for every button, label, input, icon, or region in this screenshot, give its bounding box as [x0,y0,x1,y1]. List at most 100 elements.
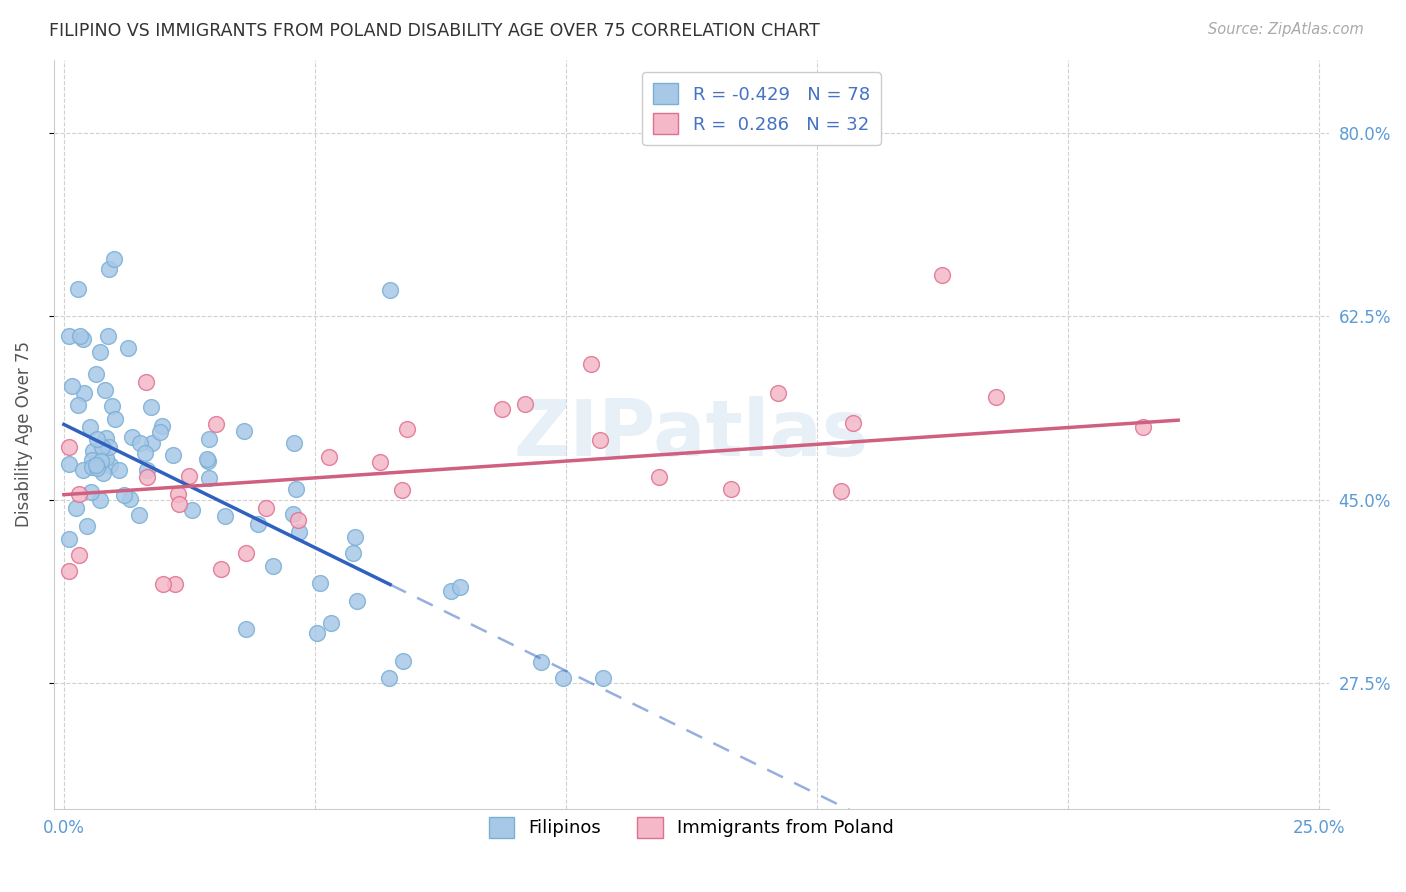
Point [246,517,269,532]
Point [152,576,174,591]
Point [209,562,232,576]
Point [592,671,614,685]
Point [530,656,553,670]
Point [80,452,103,467]
Point [515,397,537,411]
Point [94,431,117,445]
Point [287,513,309,527]
Point [72,463,94,477]
Point [134,446,156,460]
Point [65,500,87,515]
Point [181,503,204,517]
Point [307,625,329,640]
Point [235,622,257,636]
Point [67,487,90,501]
Point [104,412,127,426]
Point [167,486,190,500]
Point [135,376,157,390]
Point [830,484,852,499]
Point [58,329,80,343]
Point [73,386,96,401]
Point [93,383,115,397]
Point [69,329,91,343]
Point [141,436,163,450]
Point [205,417,228,431]
Point [395,422,418,436]
Point [58,532,80,546]
Point [150,419,173,434]
Point [117,341,139,355]
Point [198,471,221,485]
Point [214,508,236,523]
Point [283,508,305,522]
Point [162,448,184,462]
Point [589,433,612,447]
Point [141,400,163,414]
Point [62,379,84,393]
Point [129,436,152,450]
Point [439,583,461,598]
Point [288,524,311,539]
Point [67,548,90,562]
Point [842,416,865,430]
Point [58,564,80,578]
Point [86,432,108,446]
Point [449,581,471,595]
Y-axis label: Disability Age Over 75: Disability Age Over 75 [15,342,32,527]
Point [283,436,305,450]
Point [551,671,574,685]
Point [66,282,89,296]
Text: Source: ZipAtlas.com: Source: ZipAtlas.com [1208,22,1364,37]
Point [90,440,112,454]
Point [89,345,111,359]
Point [120,492,142,507]
Point [97,329,120,343]
Point [370,455,392,469]
Point [766,386,789,401]
Point [121,430,143,444]
Point [91,467,114,481]
Point [167,497,190,511]
Point [346,594,368,608]
Point [136,463,159,477]
Point [195,451,218,466]
Point [114,488,136,502]
Point [235,546,257,560]
Text: FILIPINO VS IMMIGRANTS FROM POLAND DISABILITY AGE OVER 75 CORRELATION CHART: FILIPINO VS IMMIGRANTS FROM POLAND DISAB… [49,22,820,40]
Point [319,616,342,631]
Point [108,463,131,477]
Point [149,425,172,439]
Point [84,458,107,472]
Point [94,451,117,466]
Point [318,450,340,464]
Point [84,367,107,381]
Point [343,530,366,544]
Point [1132,419,1154,434]
Point [308,576,330,591]
Point [89,493,111,508]
Point [197,454,219,468]
Point [100,458,122,472]
Point [579,357,602,371]
Point [197,432,219,446]
Text: ZIPatlas: ZIPatlas [513,396,869,473]
Point [80,459,103,474]
Point [177,469,200,483]
Point [76,519,98,533]
Point [342,546,364,560]
Point [58,440,80,454]
Point [262,558,284,573]
Point [165,576,187,591]
Point [491,402,513,417]
Point [254,500,277,515]
Point [233,425,256,439]
Point [72,332,94,346]
Point [931,268,953,282]
Point [103,252,125,266]
Legend: Filipinos, Immigrants from Poland: Filipinos, Immigrants from Poland [482,810,901,845]
Point [86,460,108,475]
Point [67,398,90,412]
Point [98,262,121,277]
Point [984,390,1007,404]
Point [377,671,399,685]
